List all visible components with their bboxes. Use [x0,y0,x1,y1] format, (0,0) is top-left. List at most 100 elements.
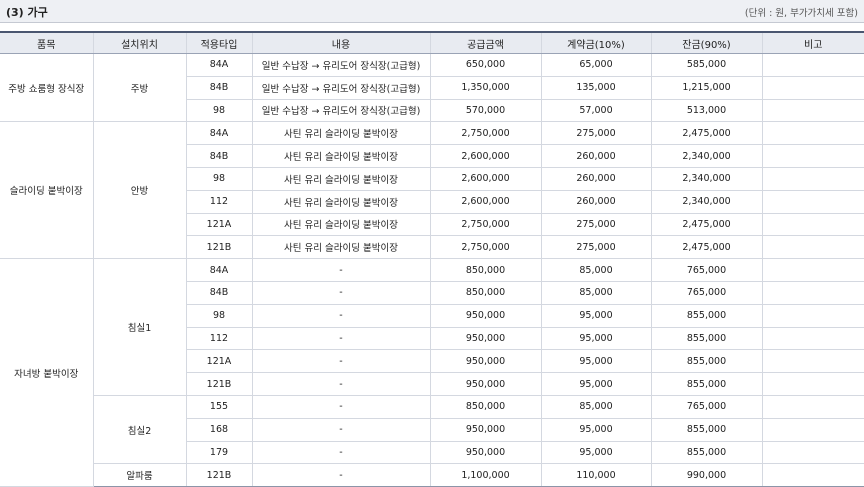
note-cell [761,280,864,305]
location-cell: 주방 [92,52,187,123]
content-cell: - [251,258,431,282]
table-row: 84B 일반 수납장 → 유리도어 장식장(고급형) 1,350,000 135,00… [0,75,864,100]
balance-cell: 990,000 [650,463,763,487]
supply-amount-cell: 2,750,000 [429,235,542,260]
supply-amount-cell: 2,600,000 [429,189,542,214]
supply-amount-cell: 2,600,000 [429,166,542,191]
content-cell: 사틴 유리 슬라이딩 붙박이장 [251,212,431,237]
supply-amount-cell: 650,000 [429,53,542,77]
content-cell: - [251,372,431,396]
table-row: 168-950,000 95,000 855,000 [0,417,864,442]
deposit-cell: 260,000 [540,189,652,214]
supply-amount-cell: 950,000 [429,417,542,442]
header-location: 설치위치 [92,31,187,54]
supply-amount-cell: 950,000 [429,440,542,465]
location-cell: 침실1 [92,258,187,396]
content-cell: 사틴 유리 슬라이딩 붙박이장 [251,189,431,214]
balance-cell: 855,000 [650,372,763,396]
balance-cell: 855,000 [650,440,763,465]
table-row: 침실2 155-850,000 85,000 765,000 [0,394,864,465]
content-cell: - [251,303,431,328]
content-cell: - [251,326,431,351]
note-cell [761,189,864,214]
deposit-cell: 95,000 [540,349,652,374]
header-content: 내용 [251,31,431,54]
content-cell: 사틴 유리 슬라이딩 붙박이장 [251,166,431,191]
header-note: 비고 [761,31,864,54]
balance-cell: 765,000 [650,280,763,305]
supply-amount-cell: 850,000 [429,280,542,305]
deposit-cell: 65,000 [540,53,652,77]
header-deposit: 계약금(10%) [540,31,652,54]
deposit-cell: 275,000 [540,212,652,237]
item-cell: 자녀방 붙박이장 [0,258,94,487]
deposit-cell: 95,000 [540,303,652,328]
note-cell [761,53,864,77]
item-cell: 주방 쇼룸형 장식장 [0,52,94,123]
deposit-cell: 260,000 [540,144,652,168]
table-row: 주방 쇼룸형 장식장 주방 84A 일반 수납장 → 유리도어 장식장(고급형) 650… [0,52,864,123]
note-cell [761,144,864,168]
note-cell [761,212,864,237]
type-cell: 121A [185,349,253,374]
content-cell: 사틴 유리 슬라이딩 붙박이장 [251,235,431,260]
balance-cell: 2,340,000 [650,189,763,214]
deposit-cell: 85,000 [540,280,652,305]
note-cell [761,235,864,260]
supply-amount-cell: 950,000 [429,326,542,351]
balance-cell: 855,000 [650,326,763,351]
content-cell: 사틴 유리 슬라이딩 붙박이장 [251,144,431,168]
deposit-cell: 95,000 [540,440,652,465]
note-cell [761,440,864,465]
deposit-cell: 275,000 [540,121,652,146]
table-row: 112 사틴 유리 슬라이딩 붙박이장 2,600,000 260,000 2,340,… [0,189,864,214]
balance-cell: 2,475,000 [650,212,763,237]
deposit-cell: 275,000 [540,235,652,260]
note-cell [761,121,864,146]
deposit-cell: 95,000 [540,372,652,396]
content-cell: - [251,349,431,374]
deposit-cell: 110,000 [540,463,652,487]
supply-amount-cell: 950,000 [429,349,542,374]
type-cell: 84B [185,144,253,168]
note-cell [761,417,864,442]
note-cell [761,349,864,374]
section-title: (3) 가구 [6,6,48,19]
location-cell: 알파룸 [92,463,187,487]
type-cell: 121B [185,463,253,487]
type-cell: 112 [185,189,253,214]
table-row: 슬라이딩 붙박이장 안방 84A 사틴 유리 슬라이딩 붙박이장 2,750,000 27… [0,121,864,260]
balance-cell: 855,000 [650,349,763,374]
table-row: 179-950,000 95,000 855,000 [0,440,864,465]
type-cell: 121B [185,372,253,396]
balance-cell: 2,340,000 [650,144,763,168]
balance-cell: 765,000 [650,394,763,419]
supply-amount-cell: 950,000 [429,303,542,328]
type-cell: 121A [185,212,253,237]
note-cell [761,98,864,123]
table-body: 주방 쇼룸형 장식장 주방 84A 일반 수납장 → 유리도어 장식장(고급형) 650… [0,52,864,487]
type-cell: 168 [185,417,253,442]
content-cell: 사틴 유리 슬라이딩 붙박이장 [251,121,431,146]
type-cell: 98 [185,98,253,123]
content-cell: - [251,280,431,305]
deposit-cell: 135,000 [540,75,652,100]
type-cell: 98 [185,166,253,191]
table-row: 84B 사틴 유리 슬라이딩 붙박이장 2,600,000 260,000 2,340,… [0,144,864,168]
location-cell: 안방 [92,121,187,260]
supply-amount-cell: 850,000 [429,394,542,419]
type-cell: 84B [185,280,253,305]
item-cell: 슬라이딩 붙박이장 [0,121,94,260]
note-cell [761,463,864,487]
supply-amount-cell: 2,750,000 [429,121,542,146]
type-cell: 84A [185,121,253,146]
content-cell: - [251,440,431,465]
unit-note: (단위 : 원, 부가가치세 포함) [744,8,858,19]
location-cell: 침실2 [92,394,187,465]
content-cell: 일반 수납장 → 유리도어 장식장(고급형) [251,75,431,100]
note-cell [761,166,864,191]
type-cell: 98 [185,303,253,328]
note-cell [761,326,864,351]
supply-amount-cell: 1,100,000 [429,463,542,487]
table-row: 112-950,000 95,000 855,000 [0,326,864,351]
